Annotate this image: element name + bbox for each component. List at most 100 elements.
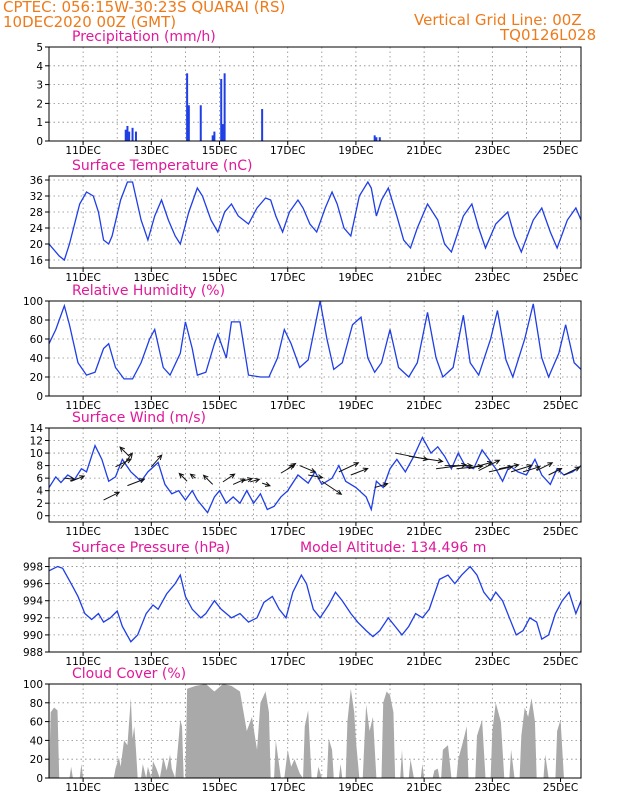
x-tick-label: 21DEC xyxy=(406,145,441,157)
precip-bar xyxy=(223,73,226,141)
precip-bar xyxy=(199,105,202,141)
panel-title: Surface Temperature (nC) xyxy=(72,158,253,174)
wind-vector-arrow xyxy=(548,467,563,476)
precip-bar xyxy=(375,137,378,141)
plot-area xyxy=(49,565,581,643)
x-tick-label: 21DEC xyxy=(406,656,441,668)
x-tick-label: 13DEC xyxy=(134,526,169,538)
x-tick-label: 13DEC xyxy=(134,400,169,412)
wind-vector-arrow xyxy=(488,465,514,473)
y-tick-label: 996 xyxy=(23,579,43,591)
plot-frame xyxy=(48,427,582,523)
x-tick-label: 25DEC xyxy=(543,145,578,157)
wind-vector-arrow xyxy=(522,465,542,473)
header-model: TQ0126L028 xyxy=(499,26,596,44)
y-tick-label: 60 xyxy=(30,334,43,346)
wind-vector-arrow xyxy=(222,473,236,483)
x-tick-label: 15DEC xyxy=(202,400,237,412)
wind-vector-arrow xyxy=(120,452,134,470)
y-tick-label: 992 xyxy=(23,613,43,625)
y-tick-label: 10 xyxy=(30,448,43,460)
x-tick-label: 15DEC xyxy=(202,145,237,157)
y-tick-label: 40 xyxy=(30,353,43,365)
x-tick-label: 11DEC xyxy=(65,782,100,794)
x-tick-label: 17DEC xyxy=(270,145,305,157)
x-tick-label: 11DEC xyxy=(65,272,100,284)
y-tick-label: 5 xyxy=(36,42,43,54)
precip-bar xyxy=(131,127,134,141)
panel-5: Cloud Cover (%) 0 20 40 60 80 100 11DEC 13DEC 15D… xyxy=(23,666,582,794)
panel-title: Precipitation (mm/h) xyxy=(72,29,216,45)
series-line xyxy=(49,301,581,380)
panel-0: Precipitation (mm/h) 0 1 2 3 4 5 11DEC 13DEC 15DE… xyxy=(36,29,582,157)
x-tick-label: 23DEC xyxy=(475,272,510,284)
x-tick-label: 19DEC xyxy=(338,272,373,284)
y-tick-label: 60 xyxy=(30,717,43,729)
x-tick-label: 13DEC xyxy=(134,145,169,157)
plot-frame xyxy=(48,46,582,142)
x-tick-label: 15DEC xyxy=(202,526,237,538)
wind-vector-arrow xyxy=(321,480,343,495)
y-tick-label: 80 xyxy=(30,315,43,327)
plot-frame xyxy=(48,557,582,653)
wind-vector-arrow xyxy=(287,462,297,470)
precip-bar xyxy=(128,131,131,141)
x-tick-label: 21DEC xyxy=(406,272,441,284)
wind-vector-arrow xyxy=(70,475,86,482)
x-tick-label: 13DEC xyxy=(134,656,169,668)
precip-bar xyxy=(211,135,214,141)
x-tick-label: 23DEC xyxy=(475,656,510,668)
precip-bar xyxy=(378,137,381,141)
panel-title: Surface Wind (m/s) xyxy=(72,410,206,426)
plot-frame xyxy=(48,300,582,397)
precip-bar xyxy=(126,125,129,141)
x-tick-label: 25DEC xyxy=(543,272,578,284)
x-tick-label: 11DEC xyxy=(65,526,100,538)
y-tick-label: 994 xyxy=(23,596,43,608)
x-tick-label: 25DEC xyxy=(543,526,578,538)
y-tick-label: 1 xyxy=(36,117,43,129)
plot-area xyxy=(49,180,581,262)
precip-bar xyxy=(134,131,137,141)
cloud-area xyxy=(49,684,581,778)
x-tick-label: 19DEC xyxy=(338,400,373,412)
x-tick-label: 19DEC xyxy=(338,782,373,794)
x-tick-label: 25DEC xyxy=(543,656,578,668)
x-tick-label: 21DEC xyxy=(406,782,441,794)
precip-bar xyxy=(221,124,224,141)
x-tick-label: 23DEC xyxy=(475,526,510,538)
y-tick-label: 36 xyxy=(30,175,44,187)
y-tick-label: 990 xyxy=(23,630,43,642)
precip-bar xyxy=(124,129,127,141)
panel-2: Relative Humidity (%) 0 20 40 60 80 100 11DEC 13… xyxy=(23,283,582,412)
y-tick-label: 2 xyxy=(36,498,43,510)
wind-vector-arrow xyxy=(338,462,360,473)
x-tick-label: 25DEC xyxy=(543,400,578,412)
y-tick-label: 40 xyxy=(30,735,43,747)
x-tick-label: 11DEC xyxy=(65,656,100,668)
wind-speed-line xyxy=(49,435,581,514)
header-grid-note: Vertical Grid Line: 00Z xyxy=(414,11,582,29)
header-location: CPTEC: 056:15W-30:23S QUARAI (RS) xyxy=(3,0,285,16)
x-tick-label: 17DEC xyxy=(270,272,305,284)
y-tick-label: 8 xyxy=(36,461,43,473)
y-tick-label: 4 xyxy=(36,61,43,73)
wind-vector-arrow xyxy=(510,464,533,473)
wind-vector-arrow xyxy=(103,491,121,501)
wind-vector-arrow xyxy=(150,454,163,468)
y-tick-label: 3 xyxy=(36,80,43,92)
y-tick-label: 998 xyxy=(23,562,43,574)
wind-vector-arrow xyxy=(536,462,554,472)
precip-bar xyxy=(213,131,216,141)
x-tick-label: 15DEC xyxy=(202,656,237,668)
wind-vector-arrow xyxy=(127,478,146,487)
y-tick-label: 32 xyxy=(30,191,43,203)
y-tick-label: 0 xyxy=(36,511,43,523)
wind-vector-arrow xyxy=(456,463,484,470)
x-tick-label: 17DEC xyxy=(270,656,305,668)
wind-vector-arrow xyxy=(408,455,444,464)
y-tick-label: 0 xyxy=(36,773,43,785)
x-tick-label: 23DEC xyxy=(475,400,510,412)
wind-vector-arrow xyxy=(202,474,214,485)
